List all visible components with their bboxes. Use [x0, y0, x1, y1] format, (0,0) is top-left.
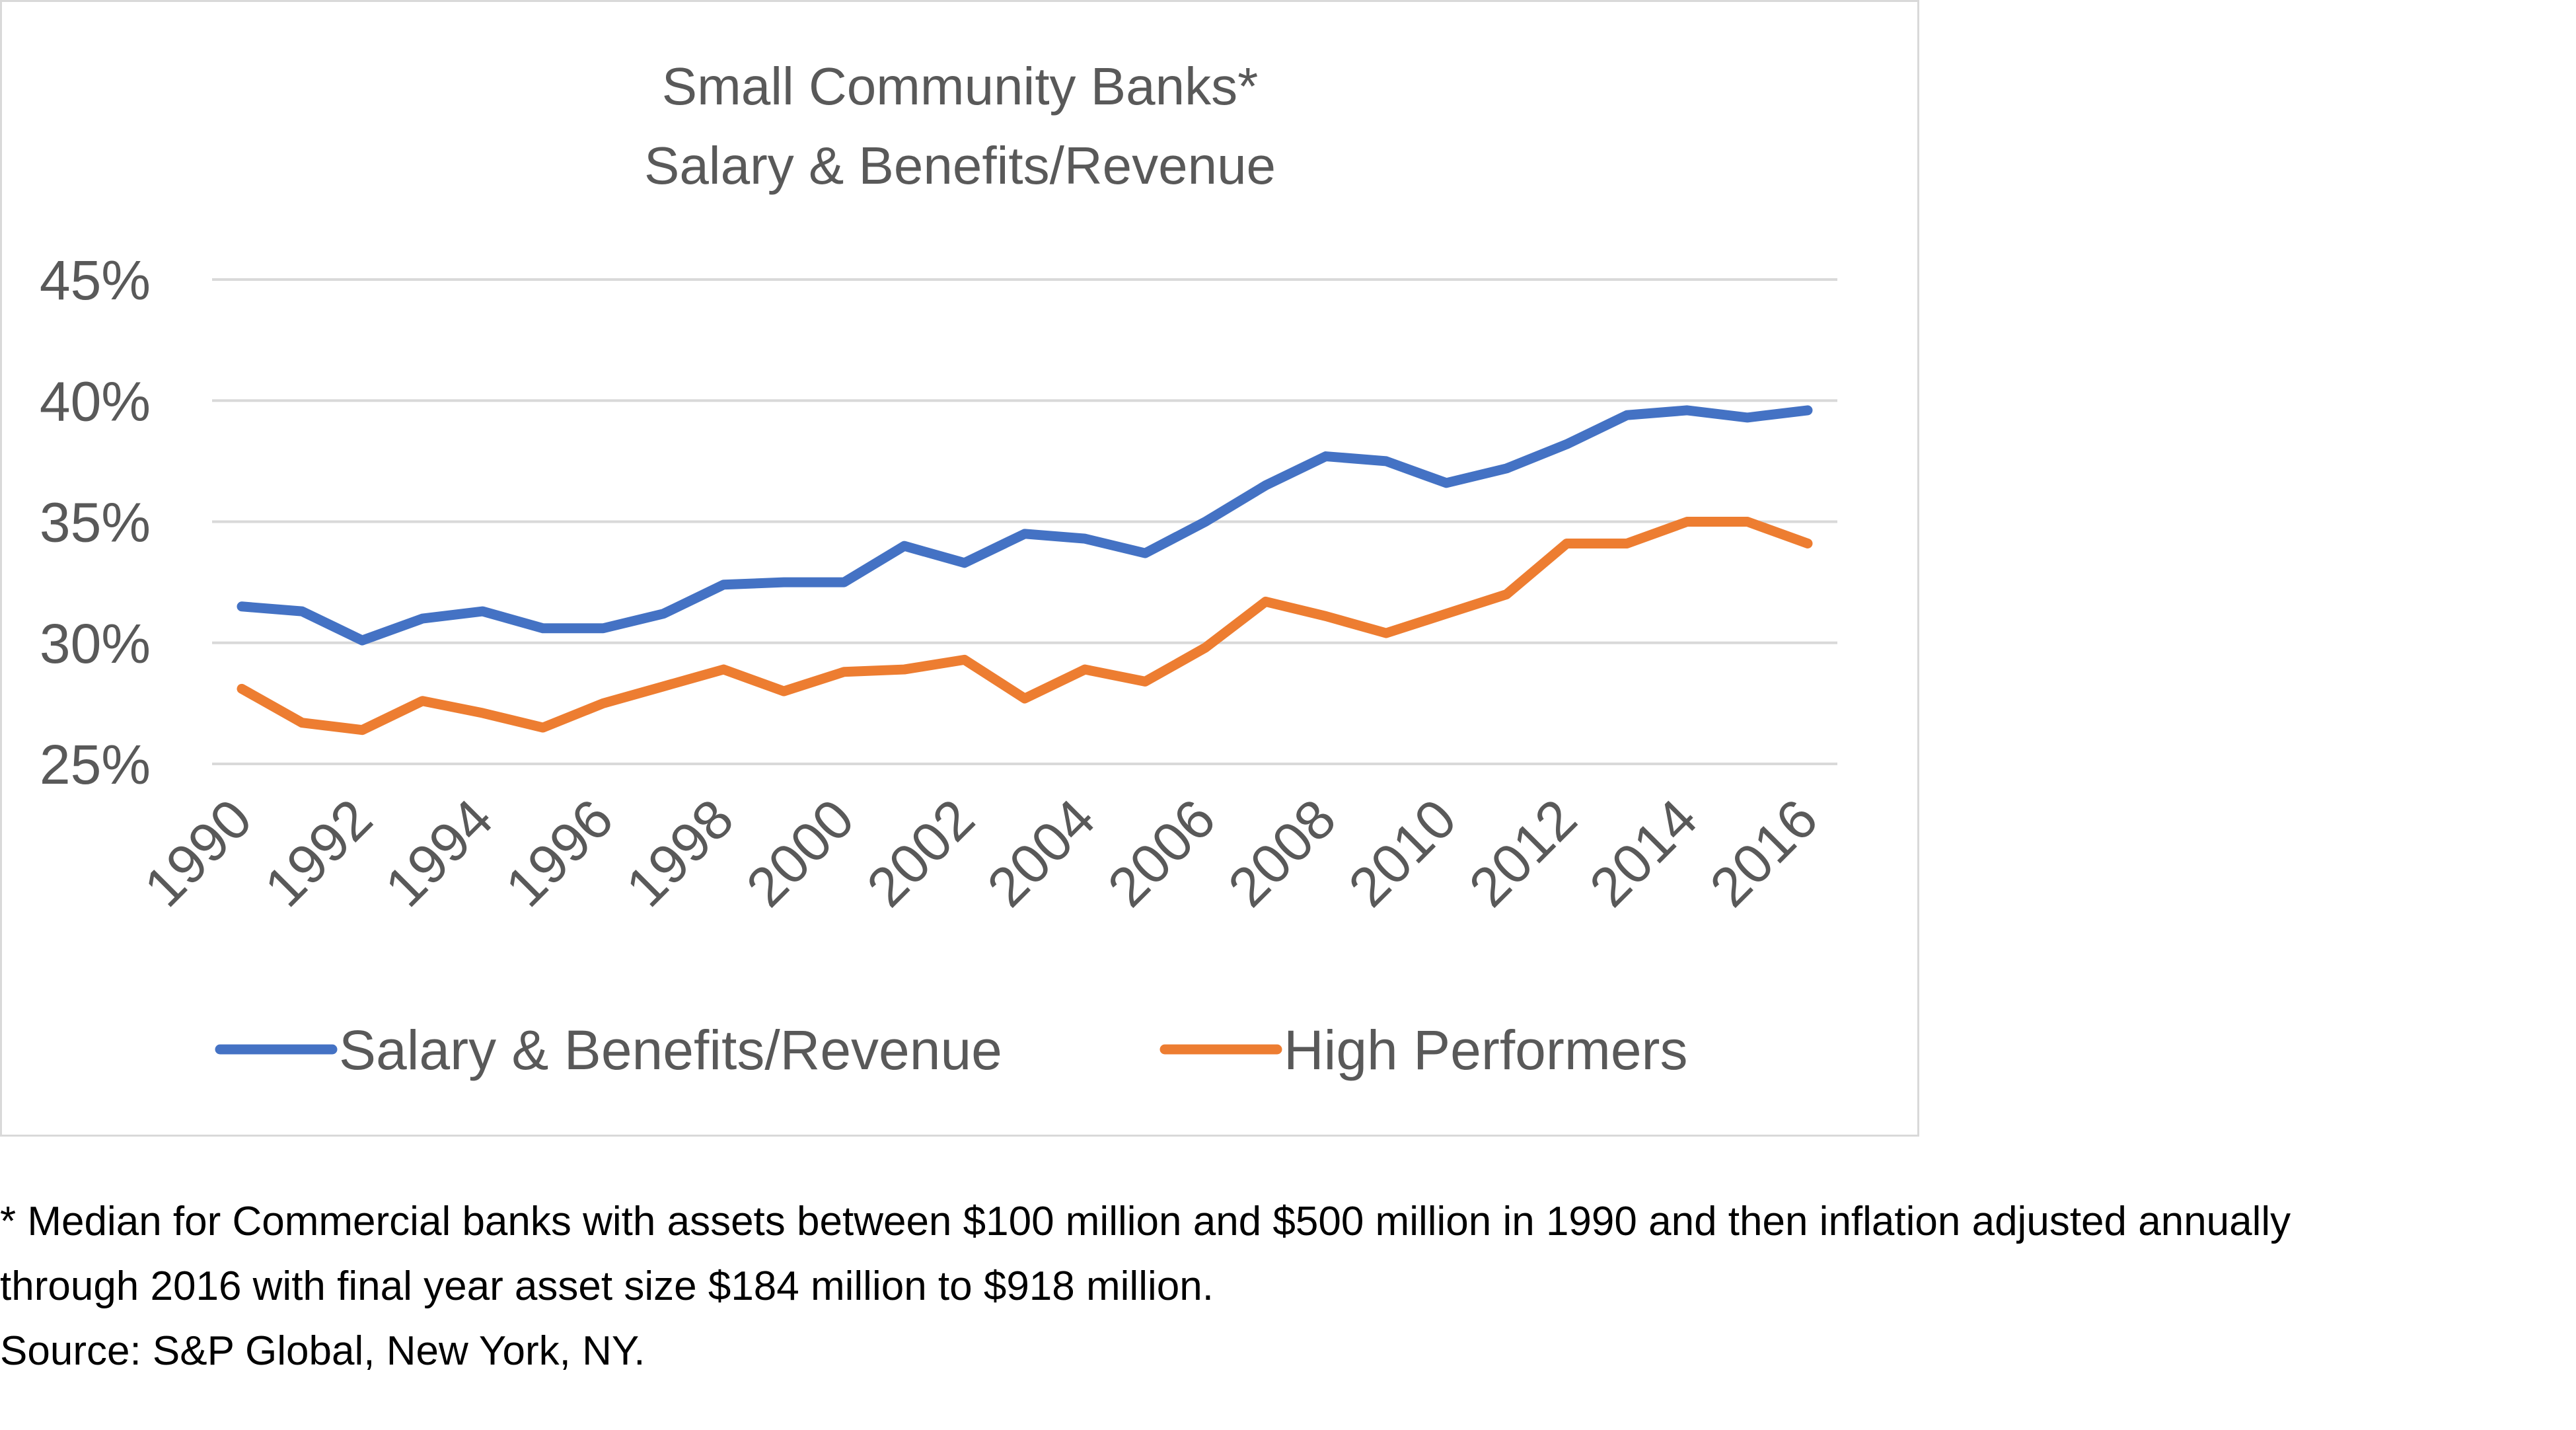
x-tick-label: 2004 [975, 787, 1107, 919]
series-line-1 [237, 405, 1813, 646]
data-point [1622, 539, 1632, 548]
data-point [598, 623, 608, 633]
footnote-line-2: through 2016 with final year asset size … [0, 1263, 1214, 1309]
y-tick-label: 40% [40, 370, 151, 432]
x-tick-label: 2014 [1578, 787, 1709, 919]
data-point [1080, 665, 1090, 675]
data-point [1442, 609, 1452, 619]
x-tick-label: 2012 [1457, 787, 1589, 919]
data-point [1742, 412, 1752, 422]
data-point [1140, 677, 1150, 687]
data-point [659, 609, 669, 619]
data-point [357, 725, 367, 735]
data-point [598, 698, 608, 708]
x-tick-label: 1992 [252, 787, 384, 919]
x-tick-label: 2000 [735, 787, 866, 919]
data-point [538, 623, 548, 633]
data-point [719, 580, 729, 589]
data-point [297, 718, 307, 728]
footnote-source: Source: S&P Global, New York, NY. [0, 1328, 645, 1374]
y-tick-label: 30% [40, 613, 151, 675]
data-point [1020, 529, 1029, 539]
x-tick-label: 2006 [1096, 787, 1228, 919]
legend-label: High Performers [1284, 1019, 1688, 1081]
x-axis-tick-labels: 1990199219941996199820002002200420062008… [132, 787, 1829, 919]
gridlines [212, 278, 1837, 765]
x-tick-label: 1990 [132, 787, 264, 919]
x-tick-label: 2002 [855, 787, 986, 919]
data-point [899, 541, 909, 551]
data-point [418, 696, 427, 706]
data-point [418, 614, 427, 624]
data-point [959, 558, 969, 568]
x-tick-label: 2016 [1698, 787, 1829, 919]
x-tick-label: 2010 [1337, 787, 1468, 919]
data-point [1742, 517, 1752, 527]
series-2-points [237, 517, 1812, 735]
data-point [1682, 517, 1692, 527]
series-1-points [237, 405, 1812, 646]
data-point [959, 655, 969, 665]
data-point [237, 684, 246, 694]
data-point [478, 607, 488, 617]
data-point [899, 665, 909, 675]
series-lines [237, 405, 1813, 735]
data-point [297, 607, 307, 617]
data-point [1502, 589, 1512, 599]
legend-label: Salary & Benefits/Revenue [339, 1019, 1002, 1081]
data-point [839, 578, 849, 587]
data-point [779, 578, 789, 587]
x-tick-label: 1998 [614, 787, 745, 919]
data-point [1321, 611, 1331, 621]
chart-frame: Small Community Banks* Salary & Benefits… [0, 0, 1919, 1137]
x-tick-label: 1994 [373, 787, 505, 919]
data-point [1080, 534, 1090, 544]
data-point [1562, 439, 1572, 449]
data-point [1200, 517, 1210, 527]
data-point [1803, 539, 1812, 548]
x-tick-label: 1996 [494, 787, 625, 919]
data-point [1140, 548, 1150, 558]
legend: Salary & Benefits/Revenue High Performers [215, 1019, 1688, 1081]
data-point [478, 708, 488, 718]
y-tick-label: 45% [40, 249, 151, 311]
data-point [839, 667, 849, 677]
data-point [659, 681, 669, 691]
data-point [357, 636, 367, 646]
data-point [1442, 478, 1452, 488]
data-point [1803, 405, 1812, 415]
footnote-line-1: * Median for Commercial banks with asset… [0, 1199, 2291, 1244]
y-axis-tick-labels: 25% 30% 35% 40% 45% [40, 249, 151, 796]
data-point [1321, 451, 1331, 461]
x-tick-label: 2008 [1216, 787, 1348, 919]
data-point [1622, 410, 1632, 420]
data-point [1261, 597, 1270, 607]
chart-title-line-2: Salary & Benefits/Revenue [644, 136, 1276, 195]
footnote: * Median for Commercial banks with asset… [0, 1189, 2576, 1384]
data-point [1261, 480, 1270, 490]
chart-title-line-1: Small Community Banks* [662, 57, 1259, 116]
y-tick-label: 25% [40, 734, 151, 796]
y-tick-label: 35% [40, 492, 151, 554]
data-point [1502, 463, 1512, 473]
data-point [1682, 405, 1692, 415]
data-point [1381, 628, 1391, 638]
data-point [779, 687, 789, 696]
data-point [538, 723, 548, 733]
data-point [719, 665, 729, 675]
data-point [237, 601, 246, 611]
data-point [1020, 694, 1029, 704]
data-point [1381, 456, 1391, 466]
data-point [1200, 643, 1210, 653]
line-chart: Small Community Banks* Salary & Benefits… [40, 57, 1837, 1081]
data-point [1562, 539, 1572, 548]
